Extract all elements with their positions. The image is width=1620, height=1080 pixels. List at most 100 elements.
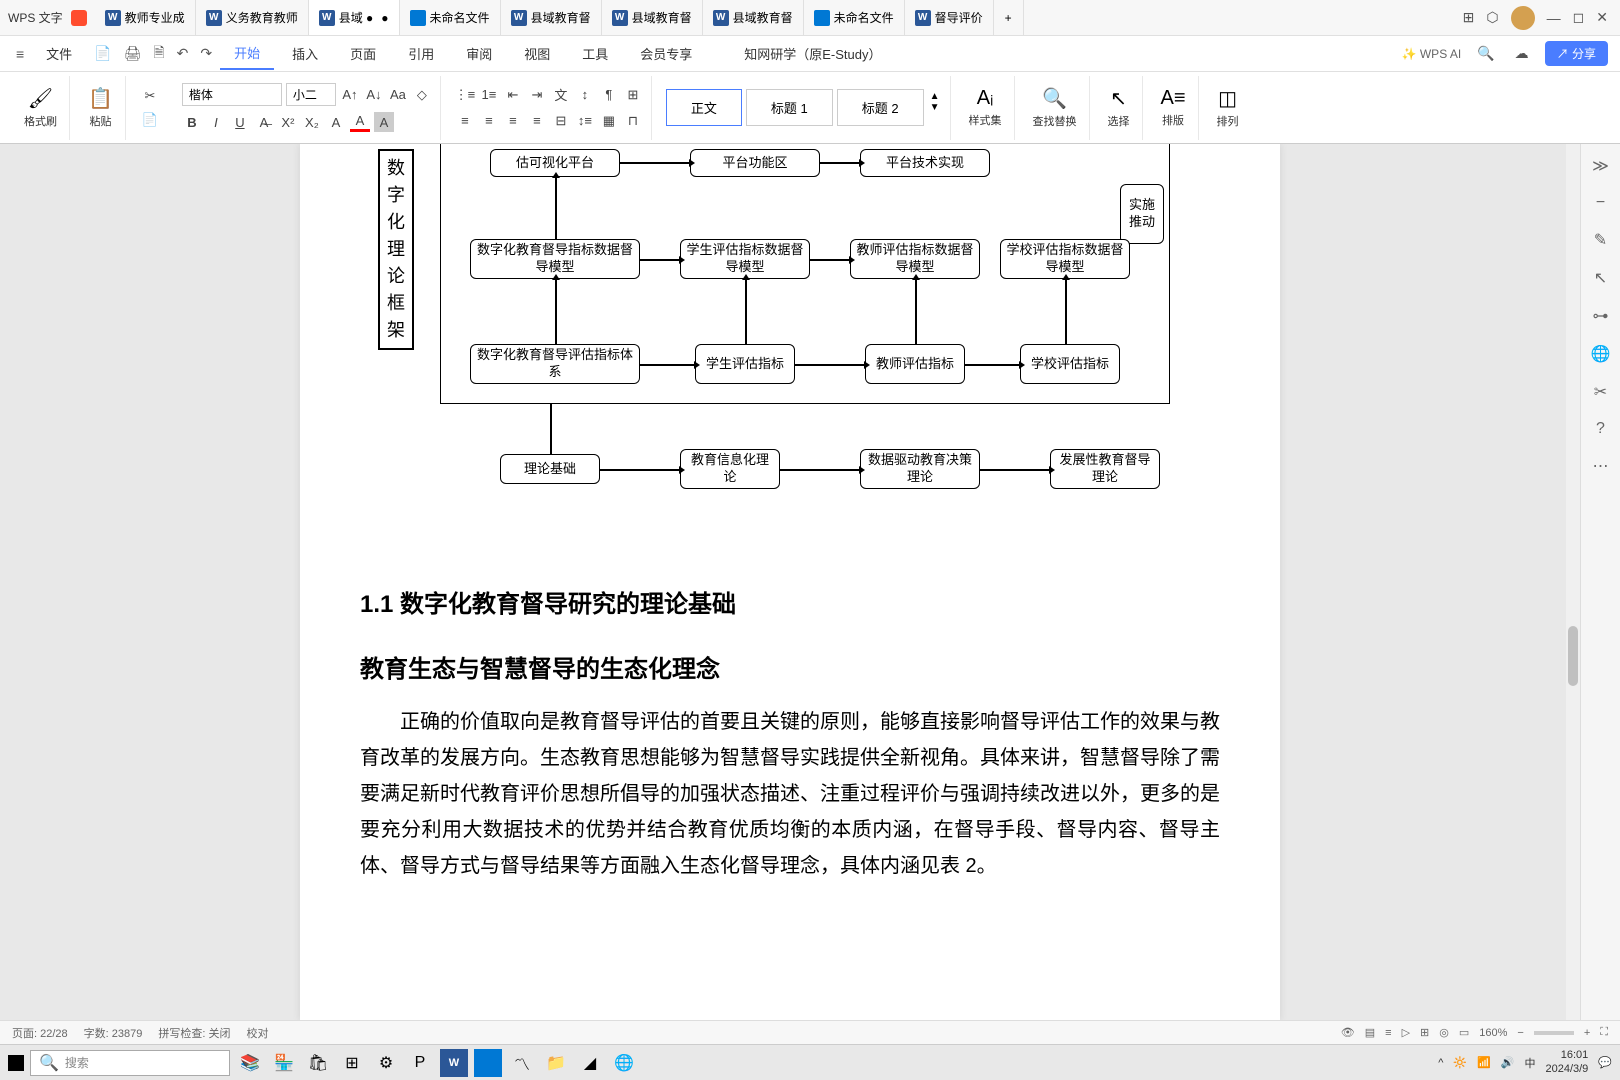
page-view-icon[interactable]: ▤ <box>1365 1026 1375 1039</box>
style-h1[interactable]: 标题 1 <box>746 89 833 126</box>
menu-home[interactable]: 开始 <box>220 37 274 70</box>
translate-icon[interactable]: 🌐 <box>1591 344 1611 364</box>
task-app-4[interactable]: P <box>406 1049 434 1077</box>
task-settings-icon[interactable]: ⚙ <box>372 1049 400 1077</box>
italic-icon[interactable]: I <box>206 112 226 132</box>
task-app-3[interactable]: 🛍 <box>304 1049 332 1077</box>
menu-insert[interactable]: 插入 <box>278 38 332 69</box>
font-color-icon[interactable]: A <box>350 112 370 132</box>
close-icon[interactable]: ✕ <box>1596 9 1608 26</box>
task-edge-icon[interactable]: 🌐 <box>610 1049 638 1077</box>
highlight-icon[interactable]: A <box>374 112 394 132</box>
tabs-icon[interactable]: ⊓ <box>623 111 643 131</box>
font-name-select[interactable]: 楷体 <box>182 83 282 106</box>
find-replace-button[interactable]: 🔍查找替换 <box>1029 84 1081 131</box>
tab-0[interactable]: W教师专业成 <box>95 0 196 35</box>
redo-icon[interactable]: ↷ <box>196 41 216 66</box>
fullscreen-icon[interactable]: ⛶ <box>1600 1026 1608 1039</box>
tools-icon[interactable]: ✂ <box>1594 382 1607 402</box>
select-tool-icon[interactable]: ↖ <box>1594 268 1607 288</box>
font-size-select[interactable]: 小二 <box>286 83 336 106</box>
underline-icon[interactable]: U <box>230 112 250 132</box>
align-left-icon[interactable]: ≡ <box>455 111 475 131</box>
task-app-6[interactable]: 〽 <box>508 1049 536 1077</box>
align-center-icon[interactable]: ≡ <box>479 111 499 131</box>
scrollbar-thumb[interactable] <box>1568 626 1578 686</box>
task-app-7[interactable]: ◢ <box>576 1049 604 1077</box>
task-app-1[interactable]: 📚 <box>236 1049 264 1077</box>
strike-icon[interactable]: A̶ <box>254 112 274 132</box>
share-button[interactable]: ↗ 分享 <box>1545 41 1608 66</box>
tray-notifications-icon[interactable]: 💬 <box>1598 1056 1612 1069</box>
superscript-icon[interactable]: X² <box>278 112 298 132</box>
copy-icon[interactable]: 📄 <box>140 110 160 130</box>
style-normal[interactable]: 正文 <box>666 89 742 126</box>
indent-dec-icon[interactable]: ⇤ <box>503 85 523 105</box>
adjust-icon[interactable]: ⊶ <box>1593 306 1609 326</box>
style-h2[interactable]: 标题 2 <box>837 89 924 126</box>
sort-icon[interactable]: ↕ <box>575 85 595 105</box>
eye-icon[interactable]: 👁 <box>1341 1026 1355 1039</box>
select-button[interactable]: ↖选择 <box>1104 84 1134 131</box>
more-icon[interactable]: ⋯ <box>1593 456 1609 476</box>
print-icon[interactable]: 🖨 <box>120 41 146 66</box>
edit-icon[interactable]: ✎ <box>1594 230 1607 250</box>
justify-icon[interactable]: ≡ <box>527 111 547 131</box>
zoom-out-icon[interactable]: − <box>1517 1027 1523 1039</box>
outline-view-icon[interactable]: ≡ <box>1385 1027 1391 1039</box>
task-explorer-icon[interactable]: 📁 <box>542 1049 570 1077</box>
avatar[interactable] <box>1511 6 1535 30</box>
tray-clock[interactable]: 16:01 2024/3/9 <box>1545 1049 1588 1075</box>
zoom-level[interactable]: 160% <box>1479 1027 1507 1039</box>
text-direction-icon[interactable]: 文 <box>551 85 571 105</box>
menu-review[interactable]: 审阅 <box>452 38 506 69</box>
numbering-icon[interactable]: 1≡ <box>479 85 499 105</box>
clear-format-icon[interactable]: ◇ <box>412 85 432 105</box>
menu-tools[interactable]: 工具 <box>568 38 622 69</box>
indent-inc-icon[interactable]: ⇥ <box>527 85 547 105</box>
shading-icon[interactable]: ▦ <box>599 111 619 131</box>
menu-page[interactable]: 页面 <box>336 38 390 69</box>
line-spacing-icon[interactable]: ↕≡ <box>575 111 595 131</box>
undo-icon[interactable]: ↶ <box>173 41 193 66</box>
distribute-icon[interactable]: ⊟ <box>551 111 571 131</box>
start-button[interactable] <box>8 1055 24 1071</box>
tab-3[interactable]: 未命名文件 <box>400 0 501 35</box>
help-icon[interactable]: ? <box>1596 420 1605 438</box>
bullets-icon[interactable]: ⋮≡ <box>455 85 475 105</box>
collapse-icon[interactable]: ≫ <box>1592 156 1609 176</box>
cloud-icon[interactable]: ☁ <box>1511 41 1533 66</box>
file-menu[interactable]: 文件 <box>32 38 86 69</box>
focus-icon[interactable]: ◎ <box>1439 1026 1449 1039</box>
tab-6[interactable]: W县域教育督 <box>703 0 804 35</box>
tab-8[interactable]: W督导评价 <box>905 0 994 35</box>
task-app-5[interactable] <box>474 1049 502 1077</box>
align-right-icon[interactable]: ≡ <box>503 111 523 131</box>
tray-wifi-icon[interactable]: 📶 <box>1477 1056 1491 1069</box>
proof-status[interactable]: 校对 <box>246 1025 268 1041</box>
menu-icon[interactable]: ≡ <box>12 42 28 66</box>
format-painter[interactable]: 🖌格式刷 <box>20 84 61 131</box>
minus-icon[interactable]: − <box>1596 194 1605 212</box>
spell-check-status[interactable]: 拼写检查: 关闭 <box>158 1025 230 1041</box>
page-indicator[interactable]: 页面: 22/28 <box>12 1025 68 1041</box>
zoom-in-icon[interactable]: + <box>1584 1027 1590 1039</box>
task-word-icon[interactable]: W <box>440 1049 468 1077</box>
arrange-button[interactable]: ◫排列 <box>1213 84 1243 131</box>
tab-2[interactable]: W县域 ●● <box>309 0 400 35</box>
word-count[interactable]: 字数: 23879 <box>84 1025 143 1041</box>
tray-ime[interactable]: 中 <box>1524 1055 1535 1071</box>
read-view-icon[interactable]: ⊞ <box>1420 1026 1429 1039</box>
task-app-2[interactable]: 🏪 <box>270 1049 298 1077</box>
tray-volume-icon[interactable]: 🔊 <box>1501 1056 1515 1069</box>
bold-icon[interactable]: B <box>182 112 202 132</box>
style-gallery[interactable]: 正文 标题 1 标题 2 ▲▼ <box>666 89 942 126</box>
subscript-icon[interactable]: X₂ <box>302 112 322 132</box>
new-tab[interactable]: + <box>994 0 1024 35</box>
zoom-slider[interactable] <box>1534 1031 1574 1035</box>
paste-button[interactable]: 📋粘贴 <box>84 84 117 131</box>
search-icon[interactable]: 🔍 <box>1473 41 1498 66</box>
phot phonetic-icon[interactable]: A <box>326 112 346 132</box>
tab-7[interactable]: 未命名文件 <box>804 0 905 35</box>
menu-cnki[interactable]: 知网研学（原E-Study） <box>730 38 895 69</box>
